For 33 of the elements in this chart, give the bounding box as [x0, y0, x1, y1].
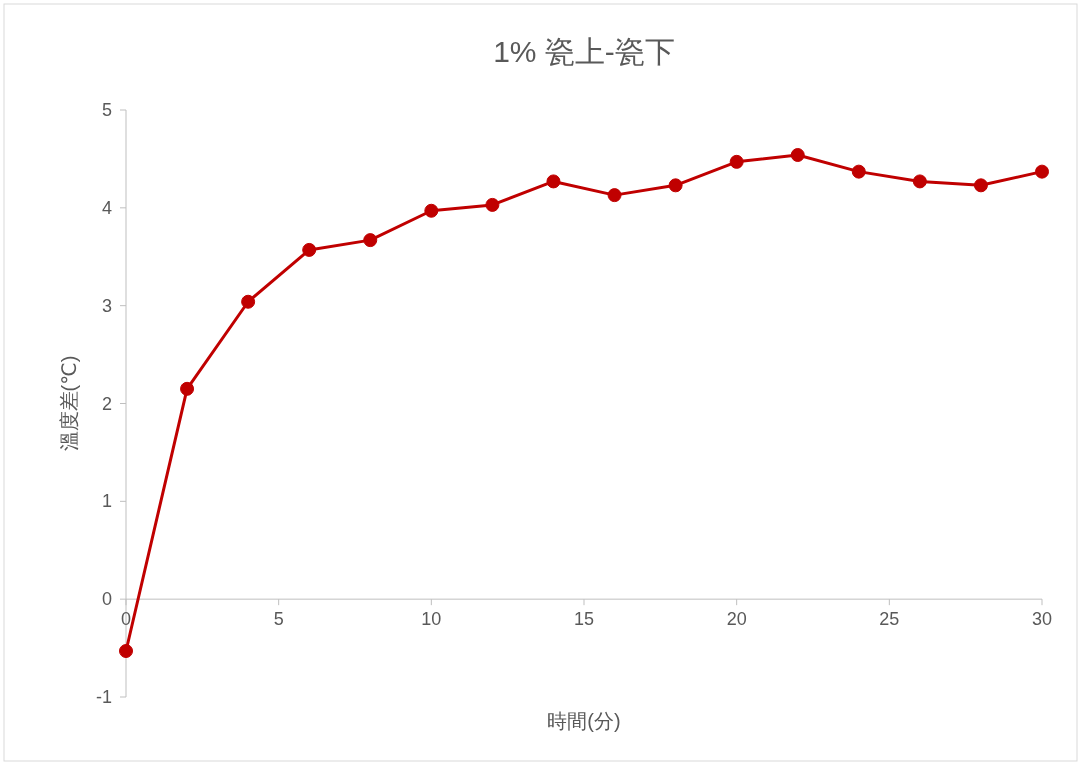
y-tick-label: 0 — [101, 589, 112, 610]
x-tick-label: 25 — [879, 609, 900, 630]
x-axis-title: 時間(分) — [547, 710, 621, 732]
y-axis-title: 溫度差(℃) — [58, 355, 80, 452]
x-tick-label: 30 — [1031, 609, 1053, 630]
point — [729, 154, 744, 169]
point — [241, 294, 256, 309]
point — [790, 148, 805, 162]
point — [607, 188, 622, 203]
x-tick-label: 10 — [421, 609, 442, 630]
y-tick-label: 1 — [101, 491, 112, 512]
point — [485, 197, 500, 212]
point — [363, 233, 378, 248]
point — [180, 381, 195, 396]
point — [424, 203, 439, 218]
point — [546, 174, 561, 189]
point — [973, 178, 988, 193]
point — [119, 644, 133, 659]
y-tick-label: 2 — [101, 393, 112, 414]
x-tick-label: 20 — [726, 609, 747, 630]
point — [302, 242, 317, 257]
point — [668, 178, 683, 193]
point — [851, 164, 866, 179]
x-tick-label: 0 — [120, 609, 132, 630]
point — [912, 174, 927, 189]
y-tick-label: 5 — [101, 100, 112, 120]
y-tick-label: -1 — [95, 687, 112, 707]
point — [1035, 164, 1049, 179]
y-tick-label: 3 — [101, 295, 112, 316]
x-tick-label: 15 — [573, 609, 595, 630]
y-tick-label: 4 — [101, 197, 112, 218]
chart-title: 1% 瓷上-瓷下 — [493, 35, 675, 68]
x-tick-label: 5 — [273, 609, 284, 630]
